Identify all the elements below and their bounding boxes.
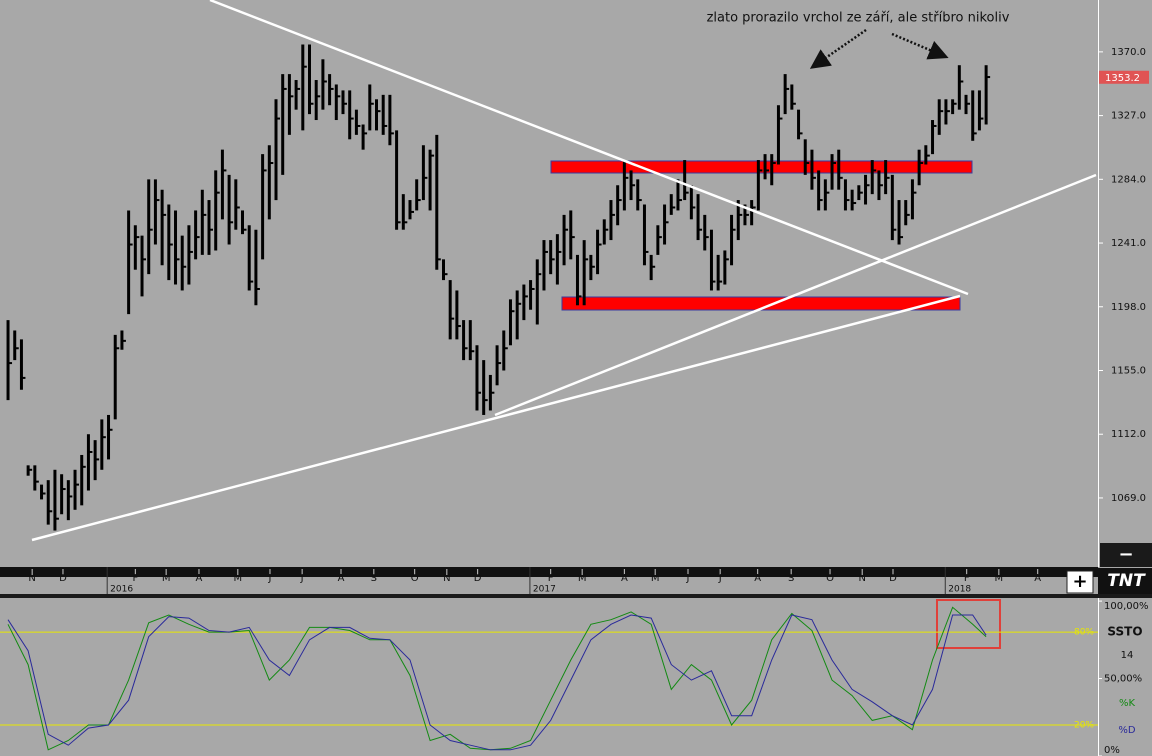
annotation: zlato prorazilo vrchol ze září, ale stří… <box>707 11 1010 26</box>
legend-entry: %D <box>1118 725 1136 736</box>
x-tick-label: D <box>59 573 67 584</box>
y-tick-label: 50,00% <box>1104 674 1142 685</box>
x-tick-label: F <box>548 573 554 584</box>
y-tick-label: 1327.0 <box>1111 111 1146 122</box>
x-tick-label: A <box>1034 573 1041 584</box>
x-tick-label: N <box>28 573 35 584</box>
x-tick-label: F <box>132 573 138 584</box>
zoom-in-button[interactable] <box>1066 570 1094 594</box>
legend-entry: %K <box>1119 698 1136 709</box>
y-tick-label: 0% <box>1104 745 1120 756</box>
resistance-zone <box>550 160 973 174</box>
y-tick-label: 1241.0 <box>1111 238 1146 249</box>
price-bars <box>6 44 991 531</box>
x-tick-label: J <box>686 573 690 584</box>
x-tick-label: M <box>651 573 660 584</box>
time-axis-strip <box>0 567 1098 577</box>
x-tick-label: M <box>578 573 587 584</box>
indicator-title: SSTO <box>1107 625 1142 639</box>
x-tick-label: N <box>858 573 865 584</box>
logo: TNT <box>1107 571 1146 591</box>
x-tick-label: J <box>718 573 722 584</box>
y-tick-label: 1069.0 <box>1111 493 1146 504</box>
highlight-box <box>936 599 1001 649</box>
annotation-arrow <box>891 32 949 60</box>
x-tick-label: J <box>268 573 272 584</box>
year-label: 2016 <box>110 585 133 595</box>
last-price-label: 1353.2 <box>1105 73 1140 84</box>
x-tick-label: F <box>964 573 970 584</box>
stoch-line <box>7 614 987 751</box>
year-label: 2017 <box>533 585 556 595</box>
x-tick-label: S <box>788 573 794 584</box>
x-tick-label: A <box>621 573 628 584</box>
zoom-out-button[interactable] <box>1100 543 1152 567</box>
x-tick-label: J <box>300 573 304 584</box>
x-tick-label: A <box>754 573 761 584</box>
x-tick-label: S <box>371 573 377 584</box>
x-tick-label: O <box>826 573 834 584</box>
zoom-out-label[interactable]: − <box>1118 544 1133 565</box>
x-tick-label: D <box>474 573 482 584</box>
annotation-arrow <box>809 28 867 69</box>
level-label: 20% <box>1074 721 1094 731</box>
x-tick-label: D <box>889 573 897 584</box>
y-tick-label: 1284.0 <box>1111 174 1146 185</box>
trend-line <box>31 294 961 542</box>
y-tick-label: 1155.0 <box>1111 365 1146 376</box>
logo-box <box>1098 568 1152 594</box>
panel-separator <box>0 594 1152 598</box>
x-tick-label: M <box>162 573 171 584</box>
y-tick-label: 1370.0 <box>1111 47 1146 58</box>
year-label: 2018 <box>948 585 971 595</box>
x-tick-label: A <box>196 573 203 584</box>
x-tick-label: A <box>338 573 345 584</box>
x-tick-label: M <box>234 573 243 584</box>
y-tick-label: 1198.0 <box>1111 302 1146 313</box>
trend-line <box>209 0 969 296</box>
x-tick-label: O <box>411 573 419 584</box>
y-tick-label: 100,00% <box>1104 601 1149 612</box>
x-tick-label: N <box>443 573 450 584</box>
zoom-in-label[interactable]: + <box>1072 571 1087 592</box>
x-tick-label: M <box>995 573 1004 584</box>
indicator-period: 14 <box>1121 650 1134 661</box>
y-tick-label: 1112.0 <box>1111 429 1146 440</box>
trend-line <box>494 173 1097 417</box>
last-price-box <box>1099 70 1149 84</box>
level-label: 80% <box>1074 628 1094 638</box>
